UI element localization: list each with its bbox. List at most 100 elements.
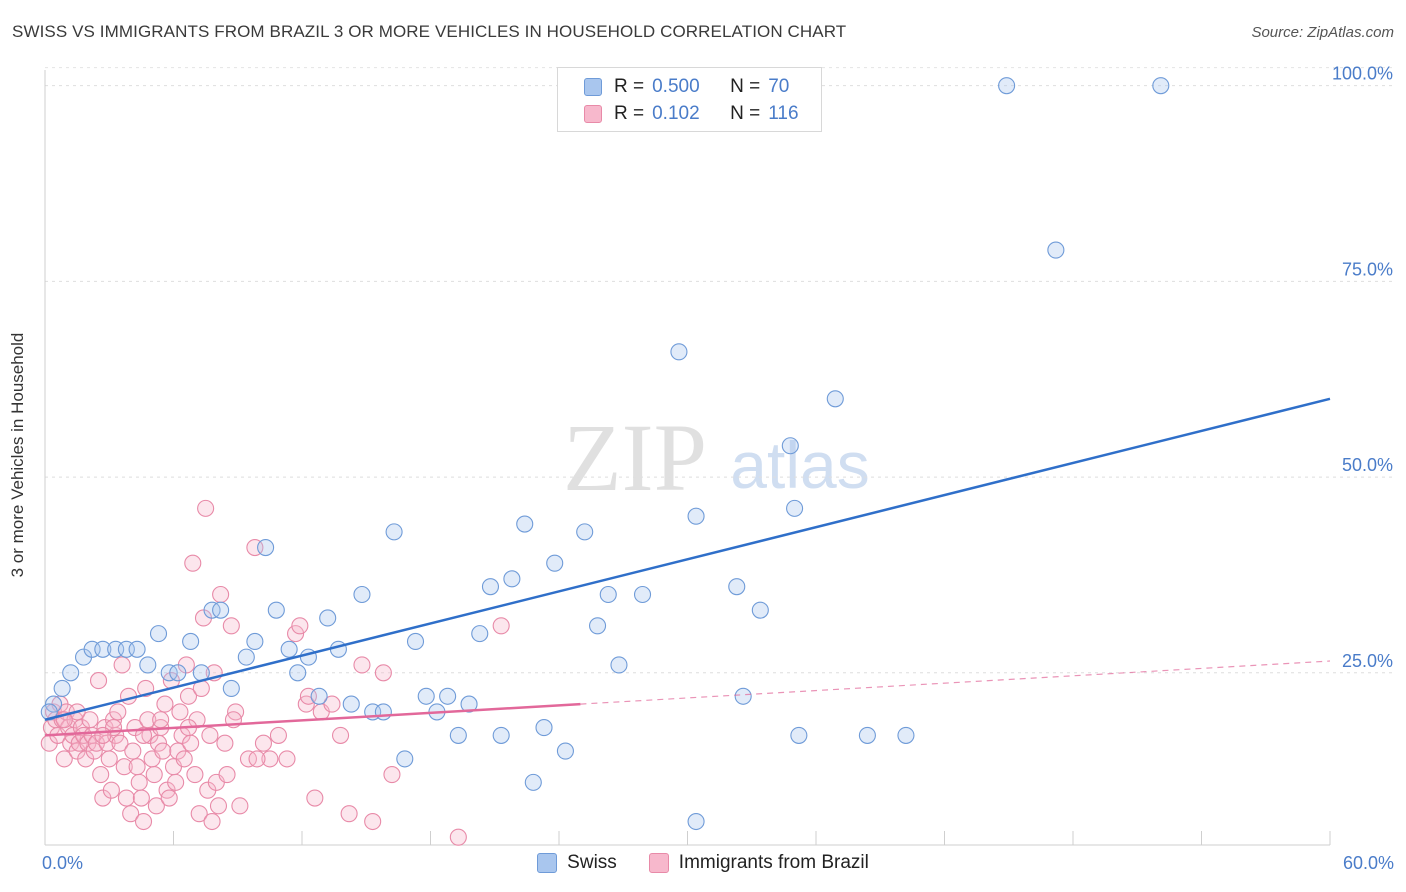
- point-swiss: [374, 703, 392, 721]
- legend-r-value: 0.102: [652, 103, 700, 124]
- point-brazil: [175, 750, 193, 768]
- point-brazil: [145, 765, 163, 784]
- point-brazil: [179, 687, 198, 705]
- watermark: ZIP atlas: [563, 404, 870, 511]
- legend-n-value: 116: [768, 103, 799, 124]
- point-brazil: [167, 773, 185, 791]
- point-brazil: [186, 765, 204, 784]
- legend-swatch-brazil: [648, 853, 669, 873]
- point-brazil: [222, 617, 240, 635]
- point-brazil: [134, 812, 153, 831]
- point-swiss: [790, 726, 808, 744]
- point-brazil: [160, 789, 178, 807]
- point-brazil: [111, 734, 129, 752]
- point-brazil: [306, 789, 324, 807]
- point-swiss: [257, 538, 275, 557]
- y-tick-labels: 25.0% 50.0% 75.0% 100.0%: [1332, 64, 1393, 671]
- x-tick-label-min: 0.0%: [42, 853, 84, 873]
- point-swiss: [481, 578, 500, 596]
- point-swiss: [406, 632, 425, 651]
- point-brazil: [184, 554, 202, 572]
- point-brazil: [287, 625, 305, 643]
- legend-row-brazil: R = 0.102 N = 116: [584, 101, 799, 127]
- point-swiss: [182, 632, 200, 651]
- point-brazil: [248, 750, 266, 768]
- point-swiss: [385, 523, 403, 541]
- point-swiss: [212, 601, 230, 619]
- point-swiss: [858, 726, 876, 744]
- point-swiss: [471, 625, 489, 643]
- point-brazil: [94, 726, 112, 744]
- legend-r-value: 0.500: [652, 76, 700, 97]
- watermark-atlas: atlas: [730, 428, 869, 502]
- point-swiss: [734, 687, 752, 705]
- point-swiss: [439, 687, 457, 705]
- legend-item-swiss[interactable]: Swiss: [537, 852, 617, 874]
- grid: [45, 67, 1392, 674]
- point-swiss: [222, 679, 240, 697]
- point-swiss: [524, 773, 542, 791]
- point-brazil: [197, 499, 215, 517]
- point-swiss: [687, 507, 705, 525]
- point-brazil: [171, 703, 189, 721]
- point-brazil: [340, 805, 358, 823]
- legend-row-swiss: R = 0.500 N = 70: [584, 74, 789, 100]
- point-swiss: [599, 585, 617, 604]
- point-brazil: [100, 750, 118, 768]
- point-swiss: [267, 601, 285, 619]
- point-brazil: [109, 703, 127, 721]
- legend-r-label: R =: [614, 76, 645, 97]
- point-swiss: [449, 726, 467, 744]
- point-brazil: [182, 734, 200, 752]
- point-brazil: [212, 585, 230, 604]
- swiss-points: [40, 77, 1170, 831]
- point-swiss: [62, 664, 80, 682]
- y-tick-label: 50.0%: [1342, 455, 1393, 475]
- point-swiss: [786, 499, 804, 517]
- legend-n-label: N =: [730, 103, 761, 124]
- brazil-points: [40, 499, 510, 846]
- point-swiss: [576, 523, 594, 541]
- legend-r-label: R =: [614, 103, 645, 124]
- point-brazil: [154, 742, 172, 760]
- point-swiss: [633, 585, 652, 604]
- point-brazil: [102, 781, 120, 799]
- point-swiss: [353, 585, 371, 604]
- correlation-legend: R = 0.500 N = 70 R = 0.102 N = 116: [557, 67, 822, 132]
- point-swiss: [342, 695, 360, 713]
- point-brazil: [89, 672, 108, 690]
- point-brazil: [117, 789, 135, 807]
- point-brazil: [331, 726, 350, 744]
- point-swiss: [503, 570, 521, 588]
- legend-swatch-brazil: [584, 105, 602, 123]
- y-tick-label: 100.0%: [1332, 64, 1393, 84]
- point-brazil: [201, 726, 219, 744]
- y-tick-label: 25.0%: [1342, 651, 1393, 671]
- y-tick-label: 75.0%: [1342, 259, 1393, 279]
- point-swiss: [53, 679, 71, 697]
- point-brazil: [383, 765, 401, 784]
- point-swiss: [588, 617, 607, 635]
- legend-item-brazil[interactable]: Immigrants from Brazil: [648, 852, 869, 874]
- point-swiss: [396, 750, 414, 768]
- point-brazil: [374, 664, 392, 682]
- point-swiss: [687, 812, 705, 831]
- axes: [44, 70, 1331, 846]
- point-brazil: [353, 656, 371, 674]
- point-swiss: [826, 390, 844, 408]
- point-brazil: [231, 797, 249, 815]
- legend-label-brazil: Immigrants from Brazil: [678, 852, 869, 873]
- point-brazil: [291, 617, 309, 635]
- point-swiss: [310, 687, 328, 705]
- point-brazil: [449, 828, 467, 846]
- point-swiss: [417, 687, 435, 705]
- chart-title: SWISS VS IMMIGRANTS FROM BRAZIL 3 OR MOR…: [12, 22, 847, 41]
- point-swiss: [128, 640, 146, 658]
- point-swiss: [728, 578, 746, 596]
- x-tick-label-max: 60.0%: [1342, 853, 1394, 873]
- trend-line-swiss: [44, 397, 1331, 721]
- point-swiss: [998, 77, 1016, 95]
- point-swiss: [1047, 241, 1065, 259]
- point-swiss: [203, 601, 221, 619]
- point-brazil: [55, 750, 73, 768]
